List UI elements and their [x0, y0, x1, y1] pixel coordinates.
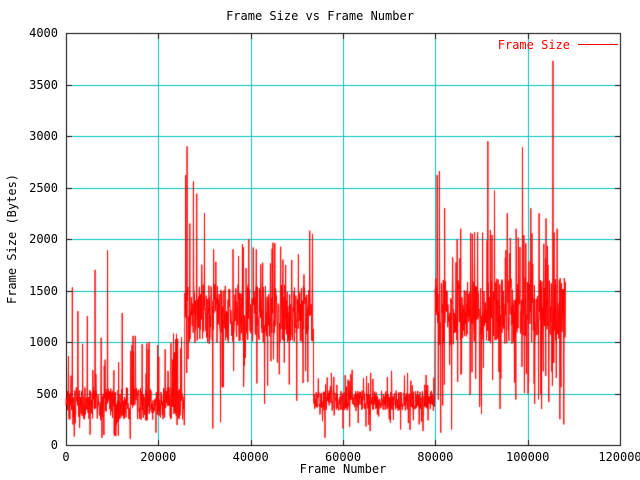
- x-tick-label: 20000: [140, 450, 177, 464]
- legend-label: Frame Size: [497, 37, 570, 52]
- x-axis-label: Frame Number: [299, 462, 387, 476]
- legend: Frame Size: [497, 37, 618, 52]
- chart-title: Frame Size vs Frame Number: [226, 9, 414, 23]
- x-tick-label: 120000: [598, 450, 640, 464]
- x-tick-label: 40000: [232, 450, 269, 464]
- y-tick-label: 2000: [29, 232, 58, 246]
- y-tick-label: 3000: [29, 129, 58, 143]
- y-tick-labels: 0 500 1000 1500 2000 2500 3000 3500 4000: [0, 0, 58, 480]
- y-tick-label: 500: [36, 386, 58, 401]
- y-tick-label: 1000: [29, 335, 58, 349]
- y-tick-label: 2500: [29, 180, 58, 195]
- y-tick-label: 4000: [29, 26, 58, 40]
- y-tick-label: 0: [50, 438, 58, 452]
- x-tick-label: 0: [62, 450, 70, 464]
- x-tick-label: 60000: [324, 450, 362, 464]
- x-tick-label: 100000: [505, 450, 550, 464]
- legend-line-sample: [578, 44, 618, 45]
- y-tick-label: 3500: [29, 77, 58, 92]
- x-tick-label: 80000: [417, 450, 454, 464]
- y-tick-label: 1500: [29, 283, 58, 298]
